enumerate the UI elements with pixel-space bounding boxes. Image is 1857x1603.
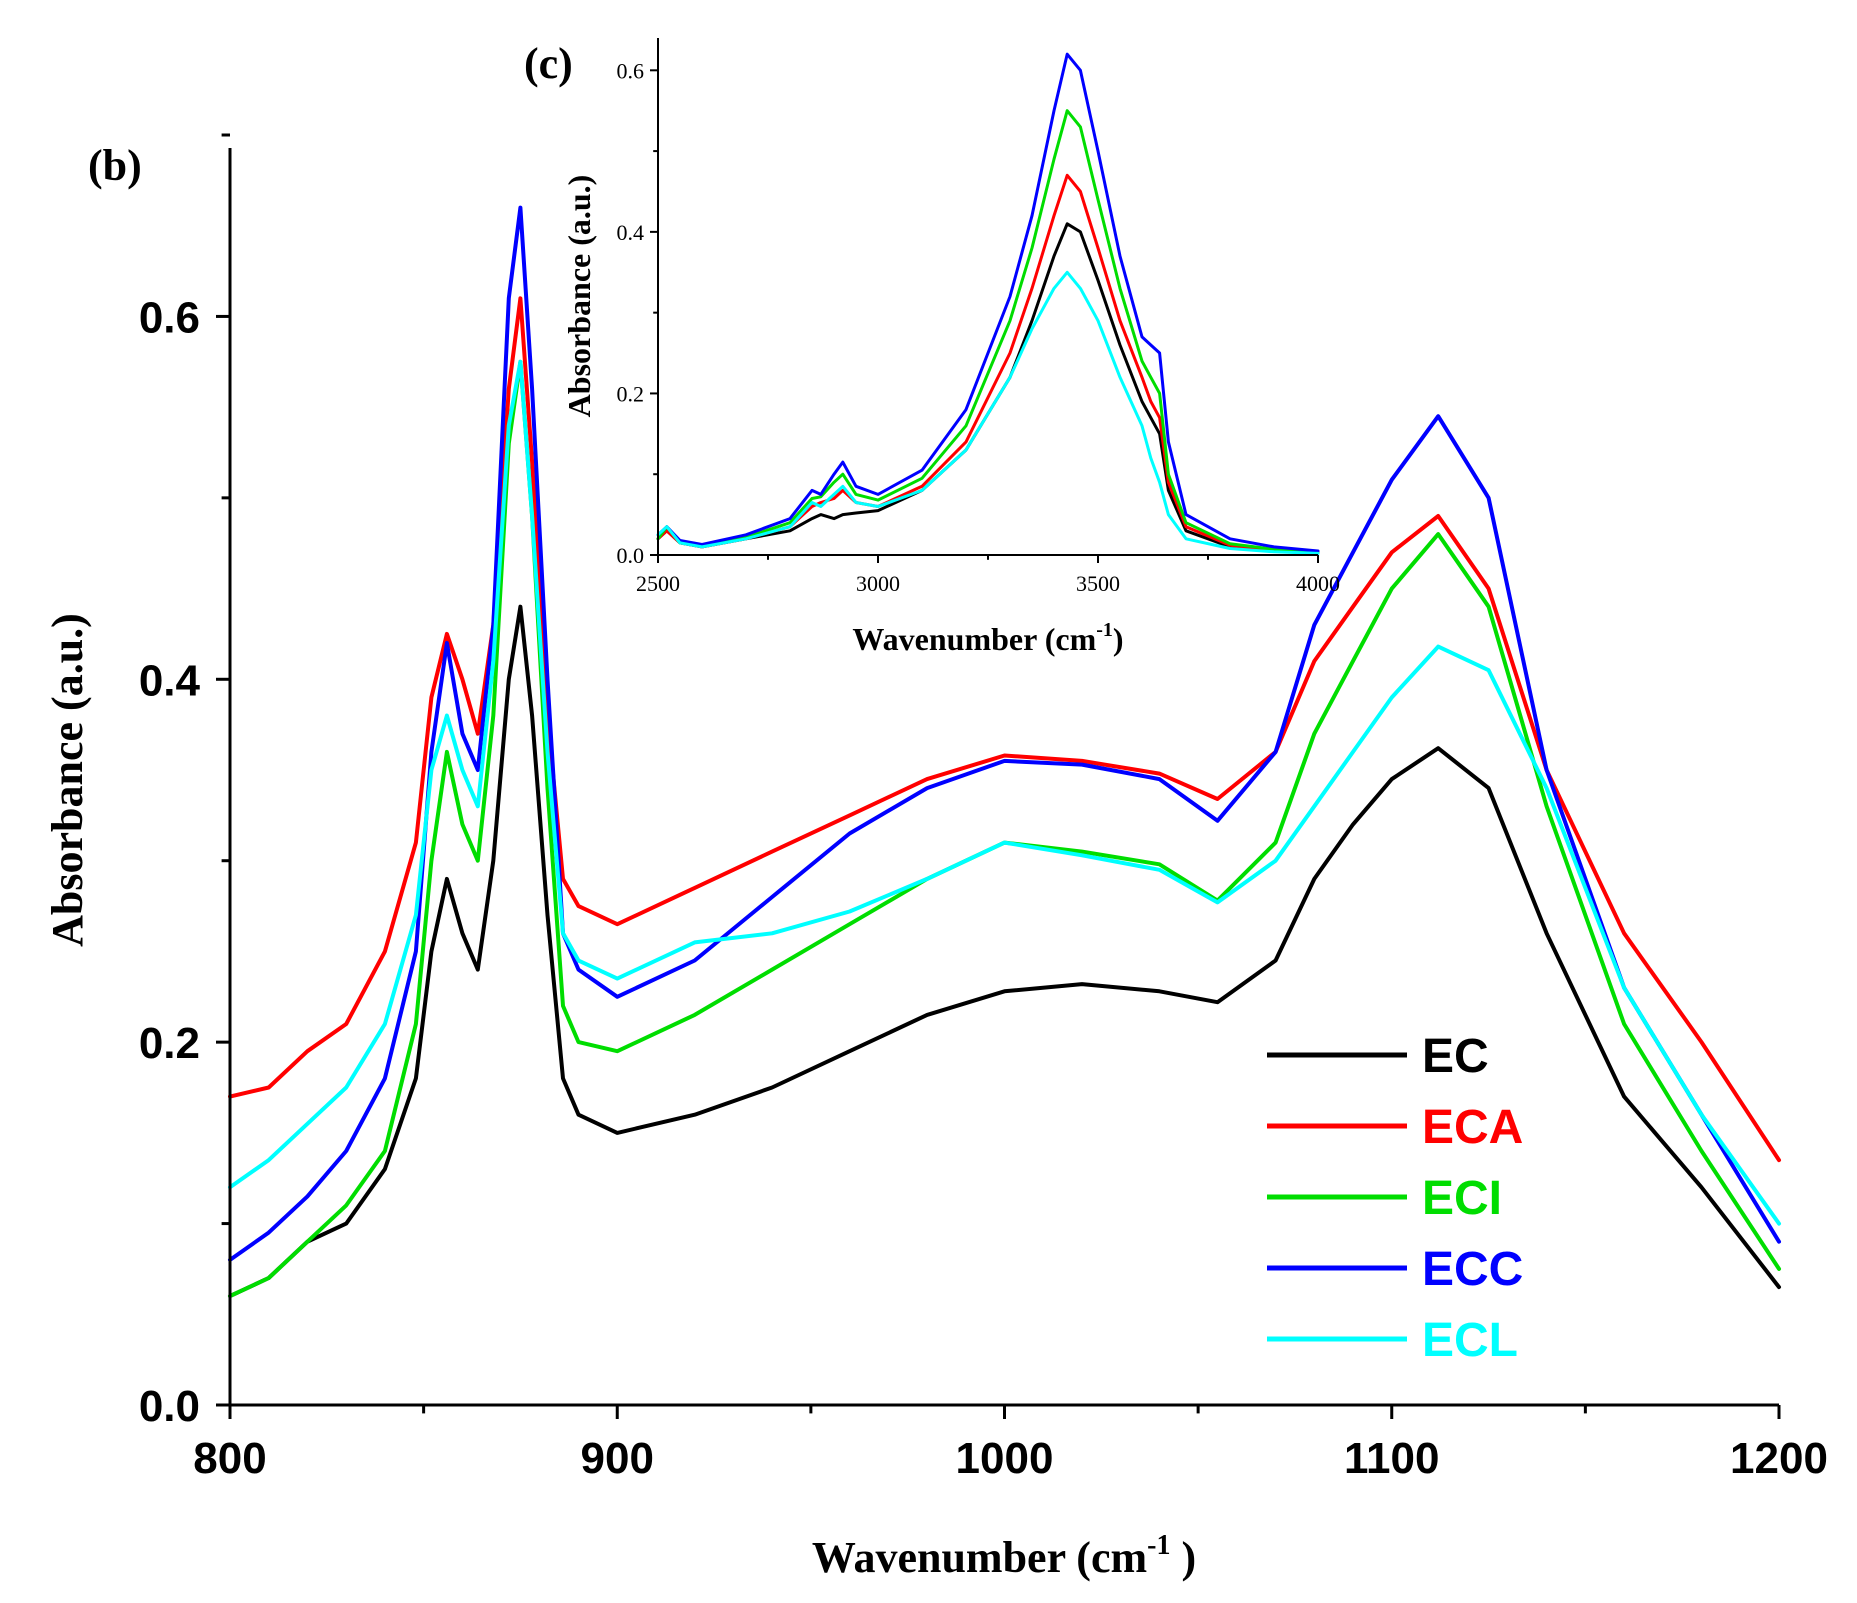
main-line-ecl [228,359,1781,1226]
main-x-label-close: ) [1170,1533,1196,1582]
inset-y-tick-label: 0.0 [617,543,645,568]
main-x-label-sup: -1 [1147,1530,1170,1561]
main-x-tick-label: 1200 [1730,1434,1828,1483]
inset-y-axis-label: Absorbance (a.u.) [561,175,597,418]
panel-label-c: (c) [524,39,573,88]
main-y-tick-label: 0.0 [139,1382,200,1431]
legend: EC ECA ECI ECC ECL [1267,1030,1523,1367]
legend-label-ecl: ECL [1422,1314,1518,1367]
legend-label-eca: ECA [1422,1101,1523,1154]
main-x-tick-label: 800 [193,1434,266,1483]
inset-y-ticks: 0.0 0.2 0.4 0.6 [617,58,658,568]
main-y-tick-label: 0.2 [139,1019,200,1068]
legend-label-ec: EC [1422,1030,1489,1083]
inset-x-tick-label: 3500 [1076,571,1120,596]
inset-x-tick-label: 4000 [1296,571,1340,596]
legend-label-eci: ECI [1422,1172,1502,1225]
inset-series-lines [656,52,1320,555]
main-y-tick-label: 0.4 [139,656,201,705]
main-x-tick-label: 900 [581,1434,654,1483]
main-x-tick-label: 1100 [1344,1434,1439,1483]
main-line-ec [228,604,1781,1299]
panel-label-b: (b) [88,141,142,190]
main-y-tick-label: 0.6 [139,293,200,342]
main-x-label-text: Wavenumber (cm [812,1533,1147,1582]
main-x-axis-label: Wavenumber (cm-1 ) [812,1530,1196,1582]
inset-line-eci [656,109,1320,554]
inset-x-label-close: ) [1113,621,1124,657]
main-series-lines [228,205,1781,1299]
main-line-eci [228,359,1781,1299]
inset-background [650,35,1325,560]
main-y-ticks: 0.0 0.2 0.4 0.6 [139,133,230,1431]
main-x-tick-label: 1000 [956,1434,1054,1483]
legend-label-ecc: ECC [1422,1243,1523,1296]
inset-x-tick-label: 3000 [856,571,900,596]
main-line-eca [228,296,1781,1163]
inset-x-label-sup: -1 [1096,619,1113,641]
inset-x-tick-label: 2500 [636,571,680,596]
inset-x-label-text: Wavenumber (cm [852,621,1096,657]
main-x-ticks: 800 900 1000 1100 1200 [193,1405,1828,1483]
main-y-axis-label: Absorbance (a.u.) [43,613,92,947]
inset-line-ecc [656,52,1320,553]
inset-x-ticks: 2500 3000 3500 4000 [636,555,1340,596]
inset-y-tick-label: 0.6 [617,58,645,83]
inset-line-ecl [656,270,1320,555]
inset-x-axis-label: Wavenumber (cm-1) [852,619,1123,657]
inset-chart: (c) 2500 3000 3500 4000 0.0 0.2 0.4 0.6 Wavenu… [524,35,1340,657]
inset-y-tick-label: 0.4 [617,220,645,245]
main-chart: (b) 800 900 1000 1100 1200 0.0 0.2 0.4 0.6 Wave… [43,133,1828,1582]
inset-y-tick-label: 0.2 [617,381,645,406]
